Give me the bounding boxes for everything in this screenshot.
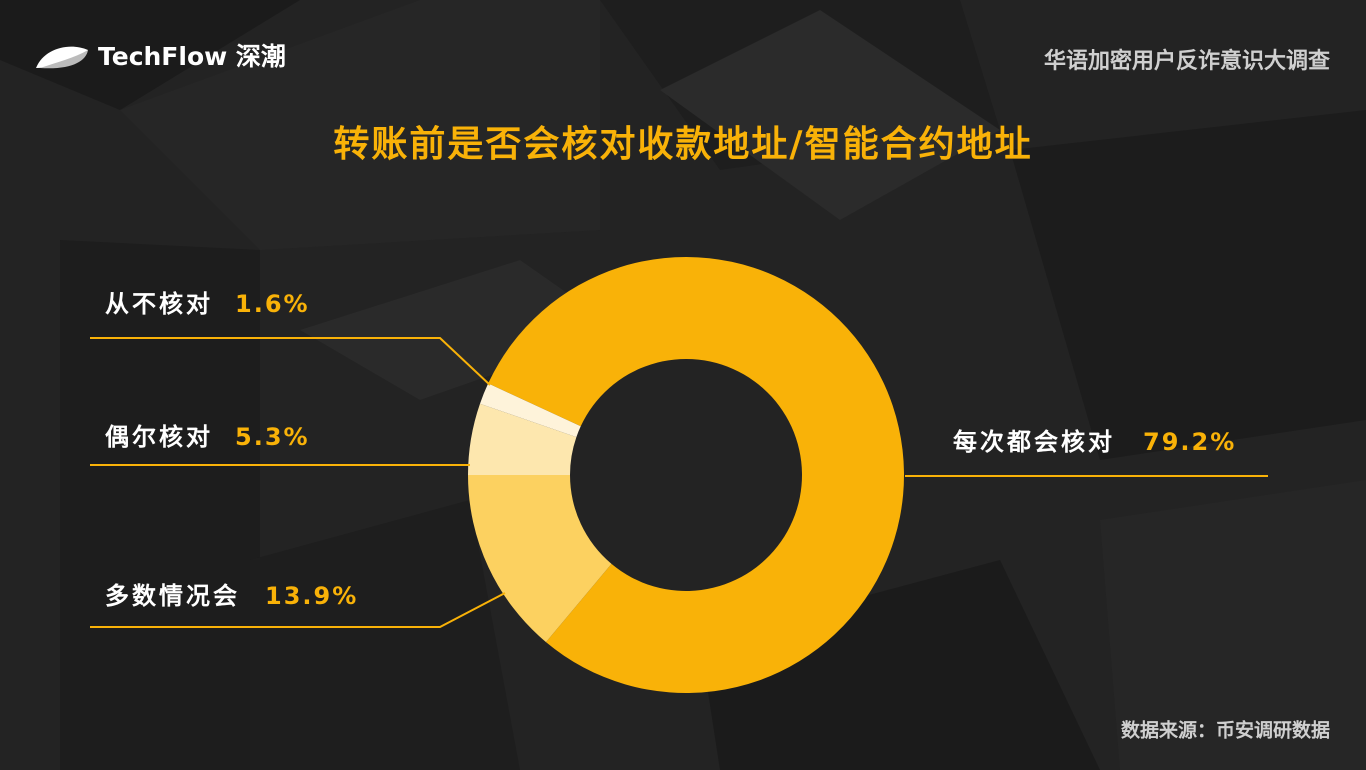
category-label: 每次都会核对 — [953, 428, 1115, 456]
category-label: 从不核对 — [105, 290, 213, 318]
leader-line — [90, 337, 491, 386]
donut-chart: 每次都会核对 79.2% 多数情况会 13.9% 偶尔核对 5.3% 从不核对 1.6% — [90, 256, 1268, 694]
category-label: 多数情况会 — [105, 582, 240, 610]
value-label: 79.2% — [1143, 428, 1236, 456]
category-label: 偶尔核对 — [105, 423, 213, 451]
logo-icon — [36, 46, 88, 68]
chart-title: 转账前是否会核对收款地址/智能合约地址 — [333, 124, 1032, 165]
donut-slice — [468, 475, 612, 643]
leader-line — [90, 592, 506, 628]
source: 数据来源：币安调研数据 — [1121, 719, 1330, 742]
value-label: 13.9% — [265, 582, 358, 610]
value-label: 5.3% — [235, 423, 310, 451]
report-title: 华语加密用户反诈意识大调查 — [1044, 48, 1330, 74]
logo-icon-shade — [40, 50, 88, 69]
value-label: 1.6% — [235, 290, 310, 318]
donut-slice — [468, 403, 577, 475]
logo: TechFlow 深潮 — [98, 42, 286, 71]
donut-slice — [479, 383, 581, 438]
donut-slice — [488, 256, 904, 694]
